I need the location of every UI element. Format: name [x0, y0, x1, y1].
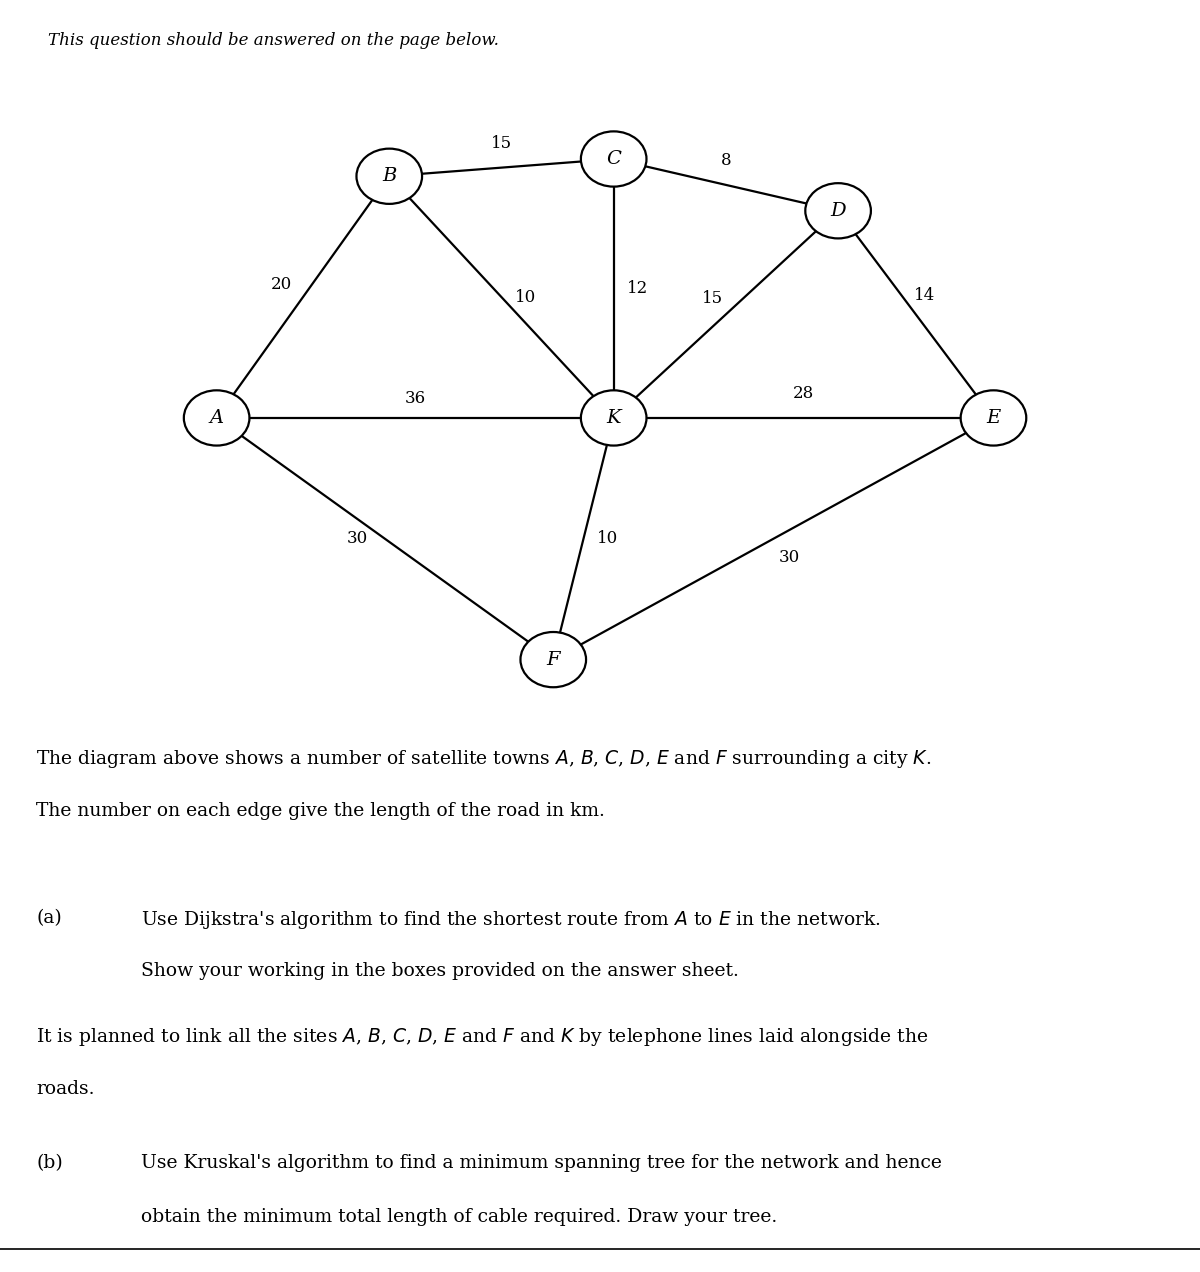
Text: (a): (a): [36, 908, 61, 927]
Text: 14: 14: [913, 287, 935, 304]
Text: 12: 12: [628, 280, 648, 296]
Text: 10: 10: [598, 530, 618, 547]
Text: C: C: [606, 150, 622, 168]
Ellipse shape: [184, 391, 250, 445]
Text: Show your working in the boxes provided on the answer sheet.: Show your working in the boxes provided …: [140, 962, 739, 981]
Text: 28: 28: [793, 385, 815, 402]
Text: 30: 30: [347, 530, 368, 547]
Text: K: K: [606, 408, 620, 427]
Ellipse shape: [581, 131, 647, 187]
Text: 20: 20: [271, 276, 292, 293]
Text: F: F: [546, 650, 560, 669]
Ellipse shape: [521, 632, 586, 687]
Text: 15: 15: [491, 135, 512, 151]
Text: E: E: [986, 408, 1001, 427]
Text: obtain the minimum total length of cable required. Draw your tree.: obtain the minimum total length of cable…: [140, 1208, 778, 1226]
Text: It is planned to link all the sites $\mathit{A}$, $\mathit{B}$, $\mathit{C}$, $\: It is planned to link all the sites $\ma…: [36, 1027, 929, 1048]
Ellipse shape: [805, 183, 871, 238]
Text: 15: 15: [702, 290, 724, 308]
Text: This question should be answered on the page below.: This question should be answered on the …: [48, 32, 499, 48]
Text: B: B: [382, 167, 396, 186]
Ellipse shape: [356, 149, 422, 204]
Text: Use Kruskal's algorithm to find a minimum spanning tree for the network and henc: Use Kruskal's algorithm to find a minimu…: [140, 1155, 942, 1173]
Text: (b): (b): [36, 1155, 62, 1173]
Text: 36: 36: [404, 391, 426, 407]
Text: 8: 8: [720, 153, 731, 169]
Ellipse shape: [961, 391, 1026, 445]
Text: The diagram above shows a number of satellite towns $\mathit{A}$, $\mathit{B}$, : The diagram above shows a number of sate…: [36, 748, 931, 771]
Text: D: D: [830, 202, 846, 220]
Text: roads.: roads.: [36, 1080, 95, 1098]
Text: 30: 30: [779, 550, 799, 566]
Text: The number on each edge give the length of the road in km.: The number on each edge give the length …: [36, 801, 605, 820]
Ellipse shape: [581, 391, 647, 445]
Text: Use Dijkstra's algorithm to find the shortest route from $\mathit{A}$ to $\mathi: Use Dijkstra's algorithm to find the sho…: [140, 908, 881, 931]
Text: 10: 10: [515, 289, 536, 305]
Text: A: A: [210, 408, 223, 427]
